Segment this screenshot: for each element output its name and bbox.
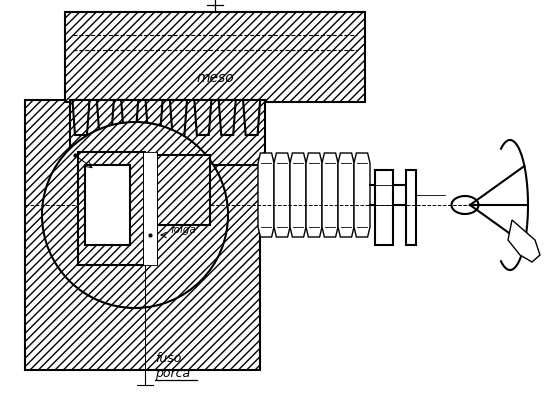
Polygon shape [219, 100, 236, 135]
Polygon shape [306, 153, 322, 237]
Bar [25, 100, 260, 370]
Polygon shape [170, 100, 187, 135]
Polygon shape [121, 100, 138, 135]
Polygon shape [194, 100, 211, 135]
Polygon shape [354, 153, 370, 237]
Text: folga: folga [170, 225, 196, 235]
Polygon shape [243, 100, 260, 135]
Polygon shape [258, 153, 274, 237]
Polygon shape [97, 100, 114, 135]
Bar [25, 100, 260, 370]
Polygon shape [322, 153, 338, 237]
Bar [65, 12, 365, 102]
Ellipse shape [451, 196, 479, 214]
Bar [70, 100, 265, 165]
Polygon shape [290, 153, 306, 237]
Bar [375, 170, 393, 245]
Bar [143, 152, 157, 265]
Bar [85, 165, 130, 245]
Polygon shape [72, 100, 89, 135]
Text: porca: porca [155, 366, 190, 380]
Circle shape [42, 122, 228, 308]
Polygon shape [78, 152, 145, 265]
Polygon shape [508, 220, 540, 262]
Text: fuso: fuso [155, 352, 181, 364]
Polygon shape [155, 155, 210, 225]
Polygon shape [274, 153, 290, 237]
Text: meso: meso [196, 71, 234, 85]
Bar [65, 12, 365, 102]
Polygon shape [145, 100, 163, 135]
Bar [70, 100, 265, 165]
Bar [406, 170, 416, 245]
Polygon shape [338, 153, 354, 237]
